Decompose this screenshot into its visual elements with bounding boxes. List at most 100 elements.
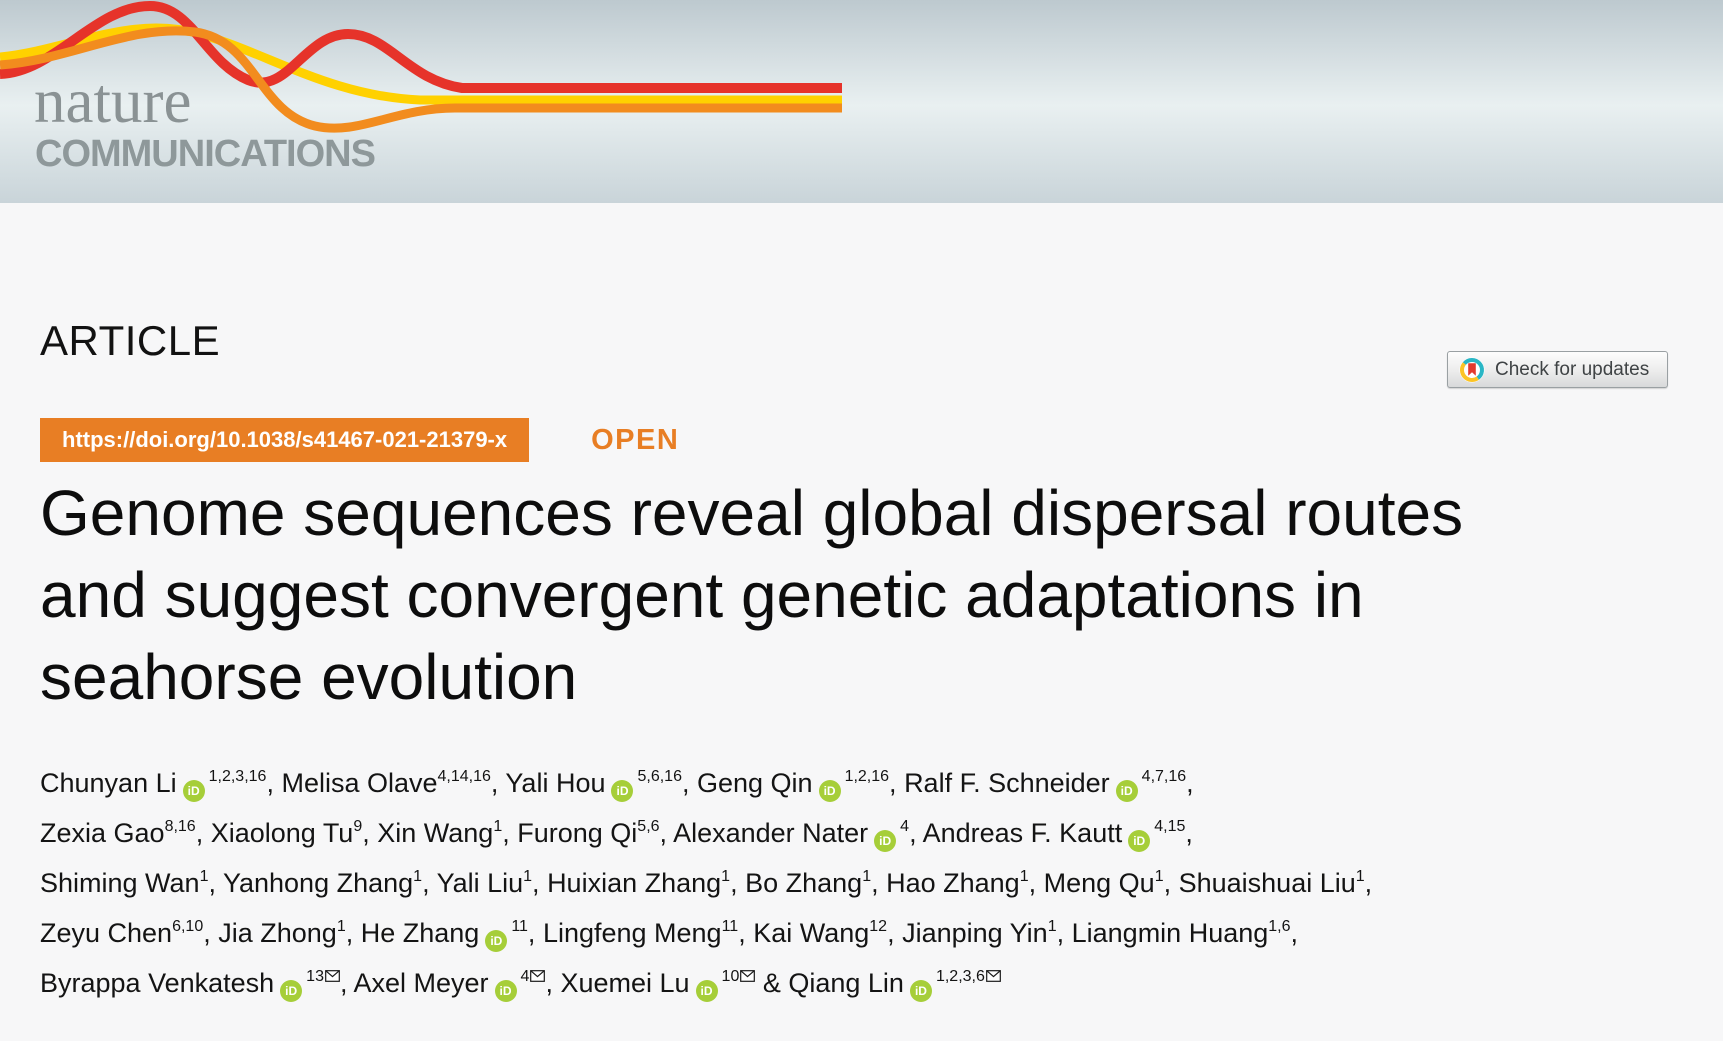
author-name: Zexia Gao [40, 818, 165, 848]
author-separator: , [1186, 768, 1194, 798]
author-name: Chunyan Li [40, 768, 177, 798]
author-line: Byrappa Venkatesh iD13, Axel Meyer iD4, Xu… [40, 958, 1372, 1008]
author-list: Chunyan Li iD1,2,3,16, Melisa Olave4,14,1… [40, 758, 1372, 1008]
author-separator: , [909, 818, 923, 848]
author-name: Geng Qin [696, 768, 813, 798]
author-line: Shiming Wan1, Yanhong Zhang1, Yali Liu1,… [40, 858, 1372, 908]
author-separator: , [422, 868, 437, 898]
author-line: Zeyu Chen6,10, Jia Zhong1, He Zhang iD 11,… [40, 908, 1372, 958]
author-name: Jia Zhong [218, 918, 337, 948]
orcid-icon[interactable]: iD [494, 980, 517, 1002]
orcid-icon[interactable]: iD [1115, 780, 1138, 802]
author-affiliation-sup: 8,16 [164, 818, 196, 835]
author-affiliation-sup: 1,2,3,6 [936, 968, 1001, 985]
author-affiliation-sup: 10 [722, 968, 756, 985]
author-affiliation-sup: 11 [721, 918, 739, 935]
author-affiliation-sup: 1 [1154, 868, 1164, 885]
orcid-icon[interactable]: iD [485, 930, 508, 952]
journal-subname: COMMUNICATIONS [35, 133, 376, 175]
author-separator: & [755, 968, 789, 998]
author-separator: , [532, 868, 548, 898]
check-for-updates-button[interactable]: Check for updates [1447, 351, 1668, 388]
author-name: Xuemei Lu [560, 968, 690, 998]
author-affiliation-sup: 13 [306, 968, 340, 985]
author-separator: , [195, 818, 211, 848]
check-for-updates-label: Check for updates [1495, 358, 1650, 380]
author-name: Lingfeng Meng [542, 918, 722, 948]
author-affiliation-sup: 5,6,16 [637, 768, 682, 785]
title-line-2: and suggest convergent genetic adaptatio… [40, 559, 1364, 631]
journal-name: nature [34, 66, 192, 136]
author-name: Shiming Wan [40, 868, 200, 898]
author-separator: , [339, 968, 354, 998]
author-affiliation-sup: 1 [721, 868, 731, 885]
author-affiliation-sup: 1 [413, 868, 423, 885]
author-name: Liangmin Huang [1071, 918, 1269, 948]
author-affiliation-sup: 12 [869, 918, 888, 935]
author-separator: , [871, 868, 887, 898]
title-line-3: seahorse evolution [40, 641, 578, 713]
orcid-icon[interactable]: iD [182, 780, 205, 802]
doi-link[interactable]: https://doi.org/10.1038/s41467-021-21379… [40, 418, 530, 462]
orcid-icon[interactable]: iD [909, 980, 932, 1002]
orcid-icon[interactable]: iD [280, 980, 303, 1002]
author-affiliation-sup: 9 [353, 818, 363, 835]
author-separator: , [1185, 818, 1193, 848]
author-name: Yanhong Zhang [222, 868, 414, 898]
author-name: Melisa Olave [281, 768, 438, 798]
author-affiliation-sup: 4,7,16 [1141, 768, 1187, 785]
author-separator: , [527, 918, 543, 948]
author-affiliation-sup: 1 [862, 868, 872, 885]
author-affiliation-sup: 6,10 [172, 918, 204, 935]
author-name: Kai Wang [753, 918, 870, 948]
author-name: Xiaolong Tu [210, 818, 354, 848]
author-affiliation-sup: 4 [900, 818, 910, 835]
author-separator: , [362, 818, 378, 848]
author-affiliation-sup: 1 [493, 818, 503, 835]
orcid-icon[interactable]: iD [611, 780, 634, 802]
author-name: Zeyu Chen [40, 918, 173, 948]
author-name: He Zhang [360, 918, 480, 948]
open-access-label: OPEN [591, 423, 680, 456]
author-name: Yali Hou [505, 768, 606, 798]
orcid-icon[interactable]: iD [874, 830, 897, 852]
crossmark-icon [1459, 357, 1485, 382]
author-name: Meng Qu [1043, 868, 1155, 898]
orcid-icon[interactable]: iD [1128, 830, 1151, 852]
author-separator: , [730, 868, 746, 898]
author-separator: , [545, 968, 561, 998]
author-line: Zexia Gao8,16, Xiaolong Tu9, Xin Wang1, … [40, 808, 1372, 858]
author-separator: , [490, 768, 506, 798]
orcid-icon[interactable]: iD [818, 780, 841, 802]
author-affiliation-sup: 1 [199, 868, 209, 885]
author-affiliation-sup: 1,2,3,16 [208, 768, 267, 785]
author-affiliation-sup: 1 [336, 918, 346, 935]
article-title: Genome sequences reveal global dispersal… [40, 472, 1463, 718]
author-name: Shuaishuai Liu [1178, 868, 1356, 898]
author-affiliation-sup: 1 [1019, 868, 1029, 885]
article-kicker: ARTICLE [40, 317, 221, 364]
author-separator: , [208, 868, 223, 898]
author-line: Chunyan Li iD1,2,3,16, Melisa Olave4,14,1… [40, 758, 1372, 808]
author-name: Huixian Zhang [547, 868, 722, 898]
nature-ribbons-logo [0, 0, 842, 133]
author-separator: , [1364, 868, 1373, 898]
author-name: Byrappa Venkatesh [40, 968, 275, 998]
author-separator: , [1056, 918, 1072, 948]
orcid-icon[interactable]: iD [695, 980, 718, 1002]
author-affiliation-sup: 4 [521, 968, 546, 985]
email-envelope-icon[interactable] [324, 968, 340, 985]
author-separator: , [659, 818, 674, 848]
author-separator: , [1028, 868, 1044, 898]
doi-row: https://doi.org/10.1038/s41467-021-21379… [40, 418, 679, 462]
author-name: Axel Meyer [353, 968, 489, 998]
email-envelope-icon[interactable] [985, 968, 1001, 985]
author-separator: , [1290, 918, 1299, 948]
author-name: Alexander Nater [673, 818, 869, 848]
author-affiliation-sup: 1,2,16 [844, 768, 890, 785]
author-separator: , [203, 918, 219, 948]
author-separator: , [889, 768, 905, 798]
email-envelope-icon[interactable] [739, 968, 756, 985]
author-name: Hao Zhang [886, 868, 1020, 898]
email-envelope-icon[interactable] [529, 968, 546, 985]
